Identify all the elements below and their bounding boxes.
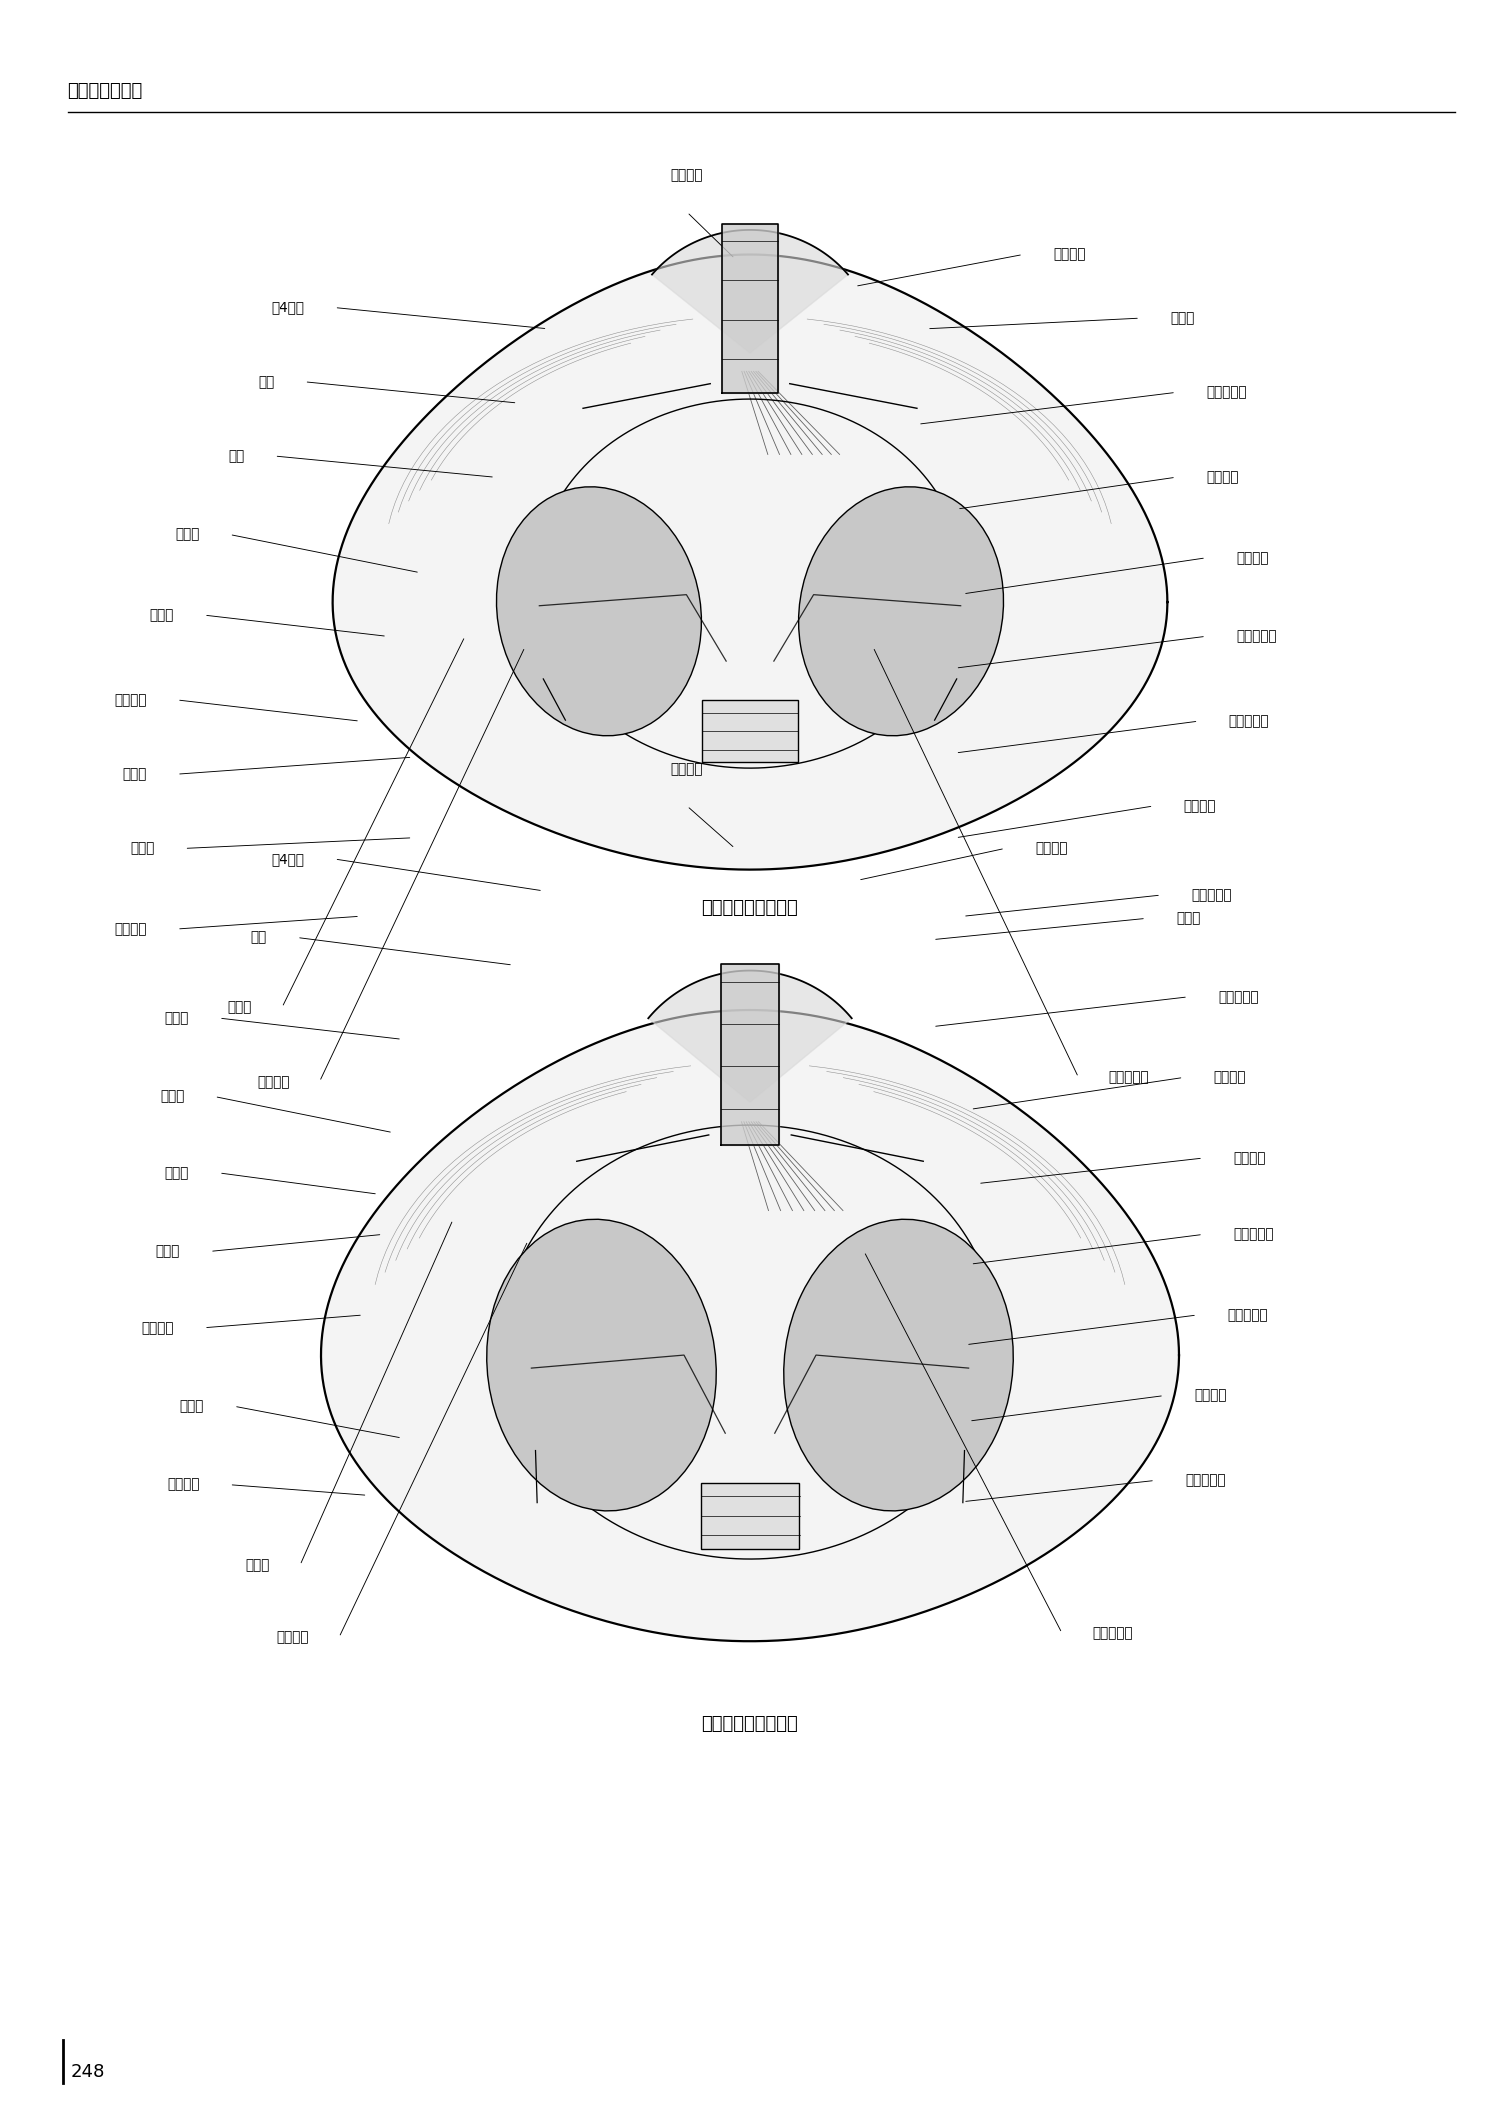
Text: 腹股沟韧带: 腹股沟韧带	[1185, 1474, 1225, 1487]
Polygon shape	[722, 225, 778, 392]
Text: 前纵韧带: 前纵韧带	[670, 761, 704, 776]
Text: 耻骨梳: 耻骨梳	[246, 1559, 270, 1572]
Text: 髂腹韧带: 髂腹韧带	[1053, 248, 1086, 261]
Text: 髂结节: 髂结节	[150, 609, 174, 621]
Text: 耻骨联合: 耻骨联合	[256, 1075, 290, 1088]
Text: 髂骨: 髂骨	[228, 450, 244, 462]
Bar	[702, 700, 798, 761]
Text: 髂髂前韧带: 髂髂前韧带	[1206, 386, 1246, 399]
Text: 髂前下棱: 髂前下棱	[114, 923, 147, 935]
Text: 髂腹韧带: 髂腹韧带	[1035, 842, 1068, 855]
Text: 坐骨棘: 坐骨棘	[130, 842, 154, 855]
Text: 髂岫: 髂岫	[258, 375, 274, 388]
Text: 坐骨小孔: 坐骨小孔	[1184, 800, 1216, 812]
Ellipse shape	[496, 488, 702, 736]
Text: 髂棘韧带: 髂棘韧带	[1233, 1152, 1266, 1164]
Text: 髂髂前韧带: 髂髂前韧带	[1218, 991, 1258, 1003]
Bar	[700, 1483, 800, 1548]
Text: 椎间盘: 椎间盘	[1176, 912, 1200, 925]
Text: 第4腰椎: 第4腰椎	[272, 301, 304, 314]
Text: 髂棘韧带: 髂棘韧带	[1236, 551, 1269, 564]
Ellipse shape	[798, 488, 1004, 736]
Text: 第4腰椎: 第4腰椎	[272, 853, 304, 865]
Text: 248: 248	[70, 2064, 105, 2081]
Text: 弓状线: 弓状线	[156, 1245, 180, 1258]
Ellipse shape	[486, 1220, 717, 1510]
Polygon shape	[722, 963, 778, 1145]
Ellipse shape	[783, 1220, 1014, 1510]
Polygon shape	[333, 255, 1167, 870]
Text: 坐骨大孔: 坐骨大孔	[1206, 471, 1239, 484]
Text: 男性骨盆（上面观）: 男性骨盆（上面观）	[702, 899, 798, 916]
Text: 髂结节韧带: 髂结节韧带	[1227, 1309, 1268, 1321]
Text: 椎间盘: 椎间盘	[1170, 312, 1194, 325]
Text: 髂前孔: 髂前孔	[160, 1090, 184, 1103]
Text: 髂结节: 髂结节	[165, 1167, 189, 1179]
Text: 耻骨梳韧带: 耻骨梳韧带	[1233, 1228, 1274, 1241]
Text: 髂前孔: 髂前孔	[176, 528, 200, 541]
Text: 耻骨梳韧带: 耻骨梳韧带	[1236, 630, 1276, 643]
Text: 弓状线: 弓状线	[123, 768, 147, 781]
Text: 联合上韧带: 联合上韧带	[1108, 1071, 1149, 1084]
Polygon shape	[652, 229, 847, 352]
Text: 髂前下棱: 髂前下棱	[166, 1478, 200, 1491]
Text: 联合上韧带: 联合上韧带	[1092, 1627, 1132, 1640]
Text: 髂骨: 髂骨	[251, 931, 267, 944]
Polygon shape	[321, 1010, 1179, 1642]
Text: 腹股沟韧带: 腹股沟韧带	[1191, 889, 1231, 901]
Text: 耻骨梳: 耻骨梳	[228, 1001, 252, 1014]
Text: 髂骨翼: 髂骨翼	[165, 1012, 189, 1024]
Text: 坐骨小孔: 坐骨小孔	[1194, 1389, 1227, 1402]
Text: 前纵韧带: 前纵韧带	[670, 168, 704, 182]
Polygon shape	[648, 971, 852, 1103]
Text: 髂结节韧带: 髂结节韧带	[1228, 715, 1269, 728]
Text: 髂前上棱: 髂前上棱	[114, 694, 147, 706]
Text: 耻骨联合: 耻骨联合	[276, 1631, 309, 1644]
Text: 外科解剖学图谱: 外科解剖学图谱	[68, 83, 142, 100]
Text: 坐骨棘: 坐骨棘	[180, 1400, 204, 1413]
Text: 女性骨盆（上面观）: 女性骨盆（上面观）	[702, 1716, 798, 1733]
Text: 髂前上棱: 髂前上棱	[141, 1321, 174, 1334]
Text: 坐骨大孔: 坐骨大孔	[1214, 1071, 1246, 1084]
